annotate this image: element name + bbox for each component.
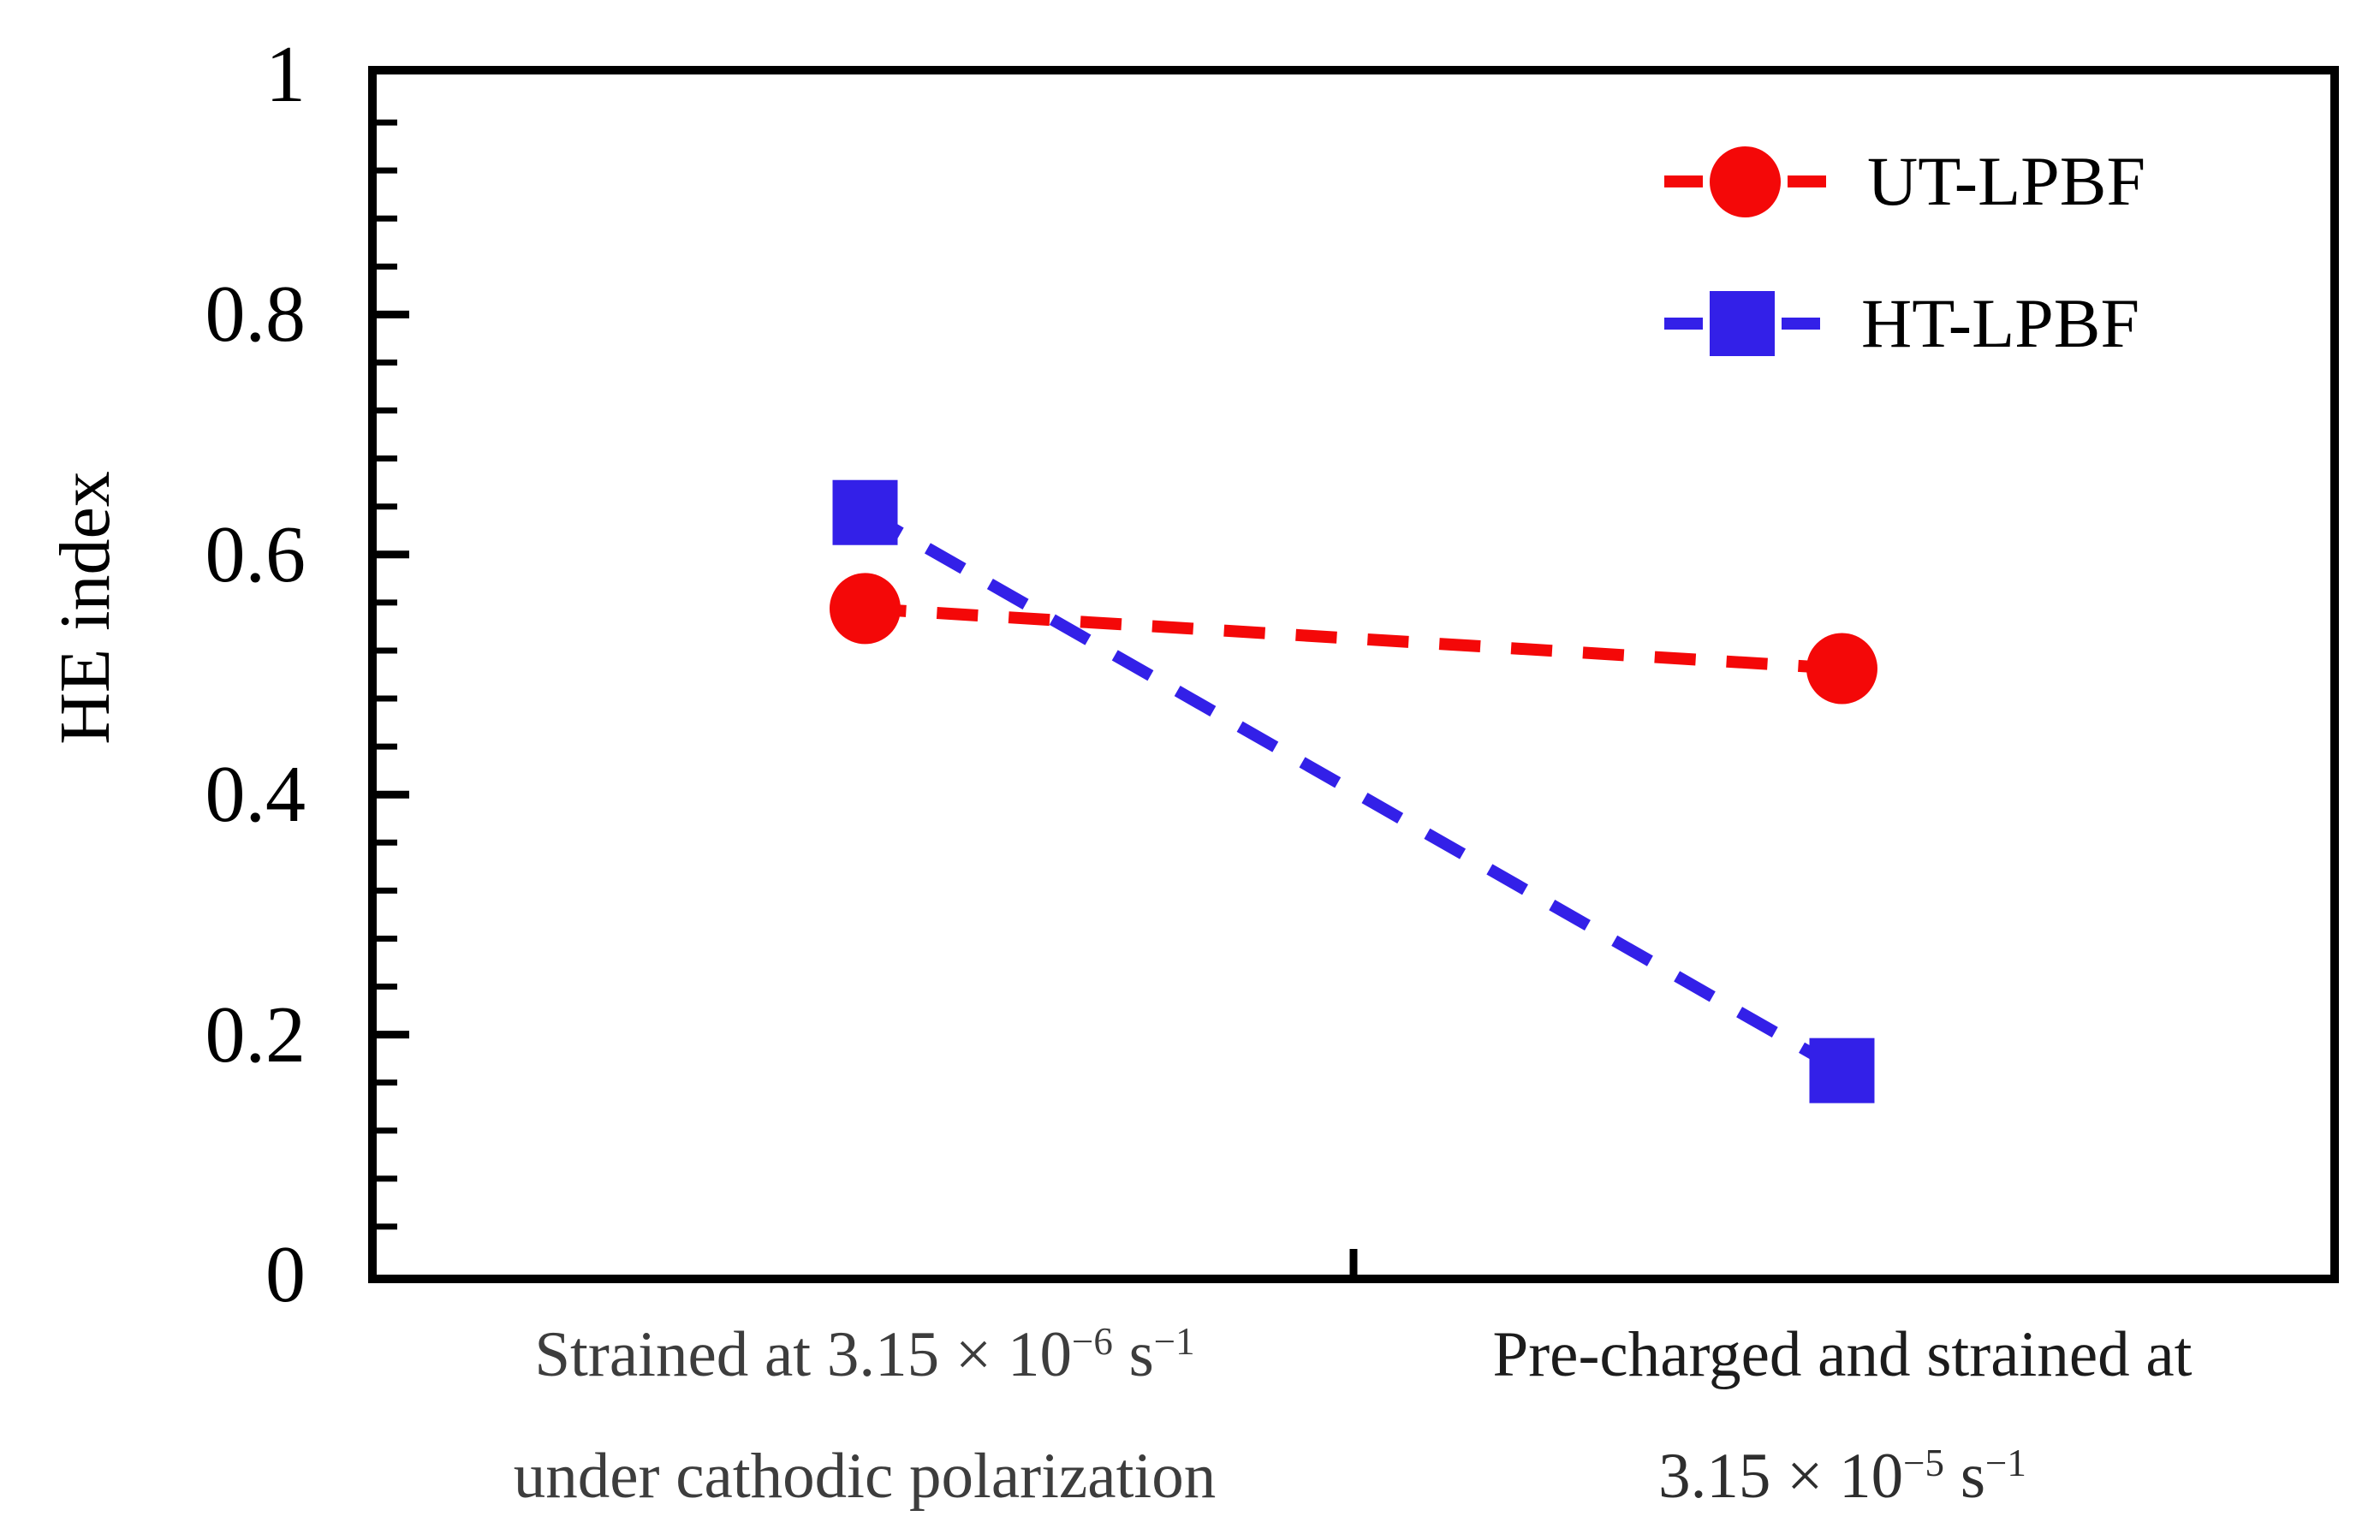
circle-marker-icon (1710, 146, 1781, 217)
legend-item-ut-lpbf: UT-LPBF (1664, 134, 2145, 229)
y-tick-label-0.4: 0.4 (205, 750, 306, 840)
data-point-circle-ut-lpbf (1806, 633, 1877, 705)
legend-dash-icon (1782, 318, 1820, 330)
legend-dash-icon (1664, 318, 1703, 330)
x-category-label-line: under cathodic polarization (513, 1441, 1217, 1512)
data-point-square-ht-lpbf (1809, 1038, 1875, 1103)
x-category-label-2: Pre-charged and strained at 3.15 × 10−5 s… (1243, 1294, 2380, 1537)
x-category-label-line: 3.15 × 10−5 s−1 (1658, 1441, 2026, 1512)
y-tick-label-0.8: 0.8 (205, 270, 306, 360)
y-tick-label-1: 1 (265, 30, 306, 119)
legend-label-ht-lpbf: HT-LPBF (1861, 284, 2140, 362)
legend-dash-icon (1788, 175, 1826, 187)
series-line-ht-lpbf (862, 507, 1845, 1076)
y-tick-label-0.2: 0.2 (205, 990, 306, 1079)
y-axis-title: HE index (45, 471, 125, 745)
y-tick-label-0: 0 (265, 1230, 306, 1319)
y-tick-label-0.6: 0.6 (205, 509, 306, 599)
plot-canvas (377, 119, 1877, 1275)
square-marker-icon (1710, 291, 1775, 356)
x-category-label-1: Strained at 3.15 × 10−6 s−1 under cathodi… (265, 1294, 1464, 1537)
legend-item-ht-lpbf: HT-LPBF (1664, 276, 2139, 371)
data-point-square-ht-lpbf (832, 479, 898, 545)
plot-area (368, 66, 2339, 1283)
data-point-circle-ut-lpbf (830, 573, 901, 645)
x-category-label-line: Pre-charged and strained at (1492, 1319, 2193, 1390)
x-category-label-line: Strained at 3.15 × 10−6 s−1 (534, 1319, 1195, 1390)
legend-dash-icon (1664, 175, 1703, 187)
legend-label-ut-lpbf: UT-LPBF (1867, 142, 2146, 220)
series-line-ut-lpbf (865, 602, 1842, 675)
